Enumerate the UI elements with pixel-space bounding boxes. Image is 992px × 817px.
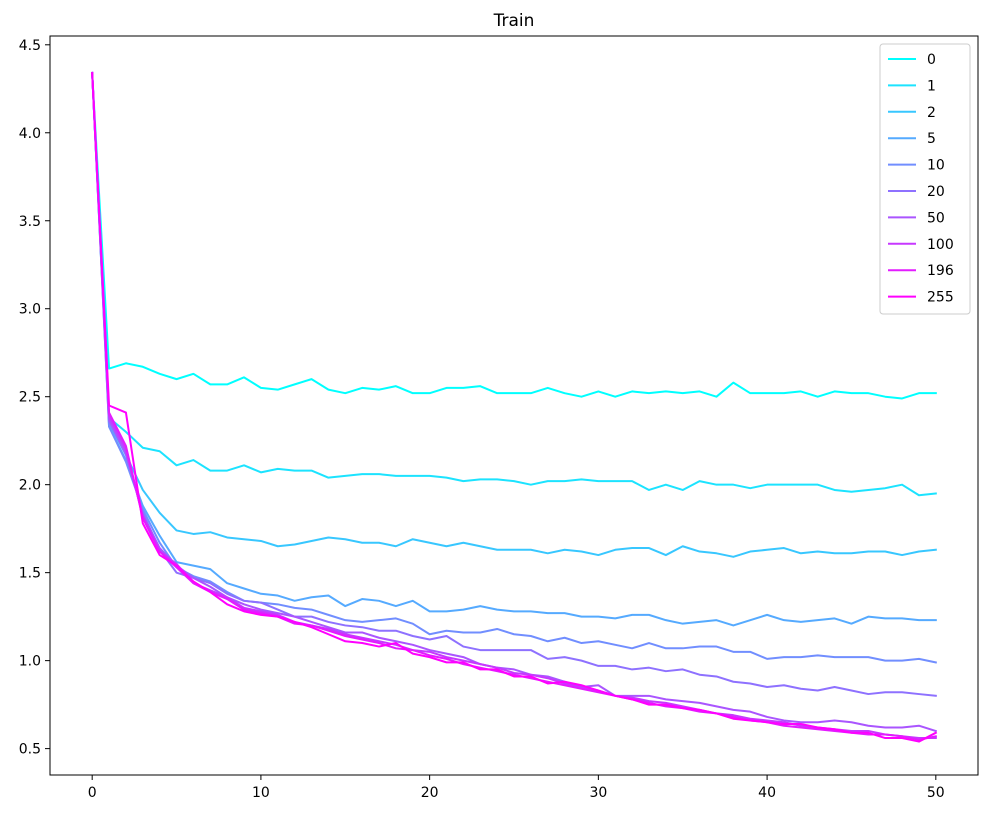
legend-label-1: 1 [927,78,936,94]
y-tick-label: 3.5 [19,214,41,230]
legend-label-2: 2 [927,105,936,121]
x-tick-label: 40 [758,785,776,801]
legend-label-10: 10 [927,158,945,174]
series-line-0 [91,71,937,400]
y-tick-label: 2.5 [19,390,41,406]
x-tick-label: 30 [589,785,607,801]
x-axis: 0 10 20 30 40 50 [88,775,945,801]
y-tick-label: 4.5 [19,38,41,54]
legend-label-255: 255 [927,290,954,306]
legend-label-196: 196 [927,263,954,279]
y-tick-label: 4.0 [19,126,41,142]
y-tick-label: 2.0 [19,478,41,494]
x-tick-label: 0 [88,785,97,801]
legend-label-5: 5 [927,131,936,147]
series-line-196 [91,71,938,741]
series-lines [91,71,938,743]
series-line-20 [91,71,937,697]
series-line-255 [91,71,938,743]
legend-label-50: 50 [927,210,945,226]
x-tick-label: 50 [927,785,945,801]
series-line-2 [91,71,937,558]
y-tick-label: 0.5 [19,742,41,758]
legend: 0 1 2 5 10 20 50 100 196 255 [879,43,971,315]
x-tick-label: 10 [252,785,270,801]
plot-frame [49,35,979,776]
y-tick-label: 3.0 [19,302,41,318]
legend-label-100: 100 [927,237,954,253]
x-tick-label: 20 [421,785,439,801]
series-line-1 [91,71,937,497]
series-line-5 [91,71,937,627]
legend-label-0: 0 [927,52,936,68]
y-axis: 0.5 1.0 1.5 2.0 2.5 3.0 3.5 4.0 4.5 [19,38,50,758]
legend-label-20: 20 [927,184,945,200]
chart-title: Train [493,11,535,31]
y-tick-label: 1.0 [19,654,41,670]
y-tick-label: 1.5 [19,566,41,582]
series-line-10 [91,71,938,664]
